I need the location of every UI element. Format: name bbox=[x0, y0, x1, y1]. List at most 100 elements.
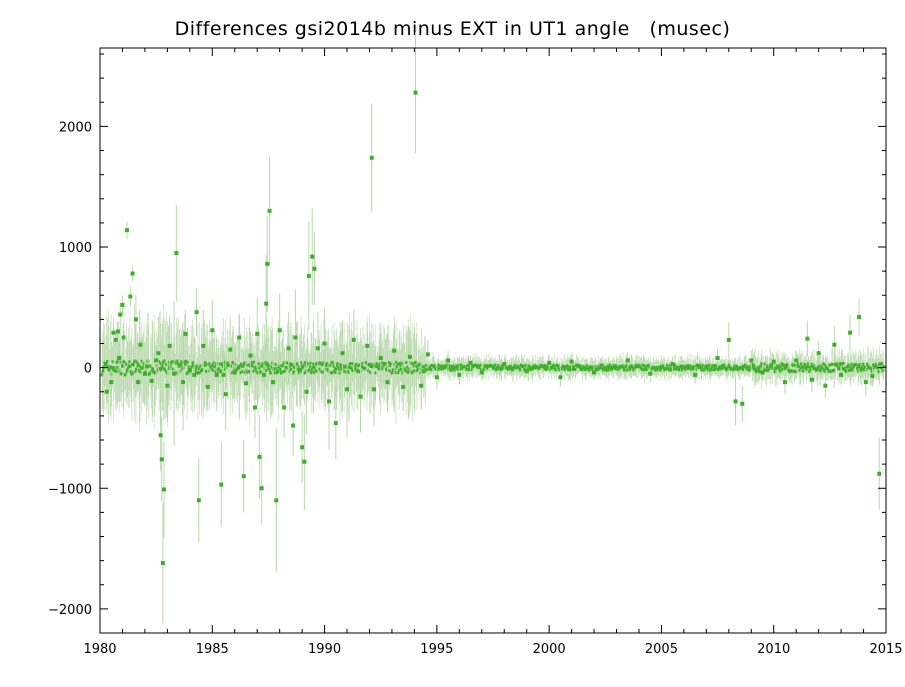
data-point bbox=[115, 329, 120, 334]
noise-point bbox=[312, 362, 316, 366]
noise-point bbox=[194, 370, 198, 374]
noise-point bbox=[574, 367, 578, 371]
noise-point bbox=[155, 364, 159, 368]
noise-point bbox=[416, 369, 420, 373]
noise-point bbox=[308, 365, 312, 369]
noise-point bbox=[136, 364, 140, 368]
noise-point bbox=[553, 365, 557, 369]
noise-point bbox=[455, 364, 459, 368]
noise-point bbox=[771, 366, 775, 370]
noise-point bbox=[273, 367, 277, 371]
noise-point bbox=[843, 366, 847, 370]
x-tick-label: 1995 bbox=[420, 642, 453, 657]
noise-point bbox=[281, 364, 285, 368]
noise-point bbox=[882, 365, 886, 369]
data-point bbox=[365, 343, 370, 348]
noise-point bbox=[687, 364, 691, 368]
noise-point bbox=[701, 366, 705, 370]
noise-point bbox=[501, 367, 505, 371]
noise-point bbox=[399, 364, 403, 368]
noise-point bbox=[186, 360, 190, 364]
noise-point bbox=[460, 363, 464, 367]
noise-point bbox=[160, 368, 164, 372]
noise-point bbox=[836, 362, 840, 366]
noise-point bbox=[146, 359, 150, 363]
noise-point bbox=[701, 364, 705, 368]
noise-point bbox=[583, 366, 587, 370]
data-point bbox=[857, 314, 862, 319]
data-point bbox=[237, 335, 242, 340]
noise-point bbox=[118, 360, 122, 364]
noise-point bbox=[733, 364, 737, 368]
data-point bbox=[162, 487, 167, 492]
noise-point bbox=[173, 359, 177, 363]
data-point bbox=[569, 359, 574, 364]
noise-point bbox=[384, 362, 388, 366]
noise-point bbox=[105, 361, 109, 365]
noise-point bbox=[389, 362, 393, 366]
data-point bbox=[259, 486, 264, 491]
noise-point bbox=[479, 363, 483, 367]
noise-point bbox=[653, 366, 657, 370]
noise-point bbox=[114, 370, 118, 374]
noise-point bbox=[761, 366, 765, 370]
noise-point bbox=[275, 366, 279, 370]
noise-point bbox=[880, 361, 884, 365]
noise-point bbox=[423, 366, 427, 370]
noise-point bbox=[833, 368, 837, 372]
noise-point bbox=[238, 364, 242, 368]
noise-point bbox=[124, 373, 128, 377]
noise-point bbox=[296, 362, 300, 366]
data-point bbox=[133, 317, 138, 322]
data-point bbox=[369, 155, 374, 160]
noise-point bbox=[166, 364, 170, 368]
noise-point bbox=[672, 365, 676, 369]
noise-point bbox=[794, 369, 798, 373]
noise-point bbox=[563, 368, 567, 372]
data-point bbox=[183, 331, 188, 336]
noise-point bbox=[590, 367, 594, 371]
data-point bbox=[210, 328, 215, 333]
noise-point bbox=[414, 361, 418, 365]
noise-point bbox=[120, 372, 124, 376]
noise-point bbox=[808, 370, 812, 374]
noise-point bbox=[209, 365, 213, 369]
noise-point bbox=[607, 368, 611, 372]
data-point bbox=[181, 380, 186, 385]
data-point bbox=[782, 380, 787, 385]
noise-point bbox=[654, 368, 658, 372]
noise-point bbox=[312, 371, 316, 375]
data-point bbox=[174, 251, 179, 256]
noise-point bbox=[767, 369, 771, 373]
data-point bbox=[142, 371, 147, 376]
noise-point bbox=[598, 367, 602, 371]
data-point bbox=[257, 454, 262, 459]
noise-point bbox=[168, 367, 172, 371]
data-point bbox=[401, 384, 406, 389]
noise-point bbox=[514, 364, 518, 368]
noise-point bbox=[800, 362, 804, 366]
noise-point bbox=[325, 363, 329, 367]
noise-point bbox=[444, 366, 448, 370]
data-point bbox=[252, 405, 257, 410]
noise-point bbox=[226, 361, 230, 365]
noise-point bbox=[721, 366, 725, 370]
x-tick-labels: 1980 1985 1990 1995 2000 2005 2010 2015 bbox=[83, 642, 902, 657]
noise-point bbox=[265, 368, 269, 372]
data-point bbox=[419, 383, 424, 388]
noise-point bbox=[149, 364, 153, 368]
noise-point bbox=[828, 363, 832, 367]
noise-point bbox=[125, 369, 129, 373]
data-point bbox=[145, 364, 150, 369]
data-point bbox=[425, 352, 430, 357]
data-point bbox=[322, 341, 327, 346]
noise-point bbox=[202, 364, 206, 368]
noise-point bbox=[416, 367, 420, 371]
data-point bbox=[205, 384, 210, 389]
data-point bbox=[446, 358, 451, 363]
noise-point bbox=[368, 370, 372, 374]
noise-point bbox=[605, 366, 609, 370]
noise-point bbox=[786, 364, 790, 368]
noise-point bbox=[112, 365, 116, 369]
noise-point bbox=[821, 366, 825, 370]
